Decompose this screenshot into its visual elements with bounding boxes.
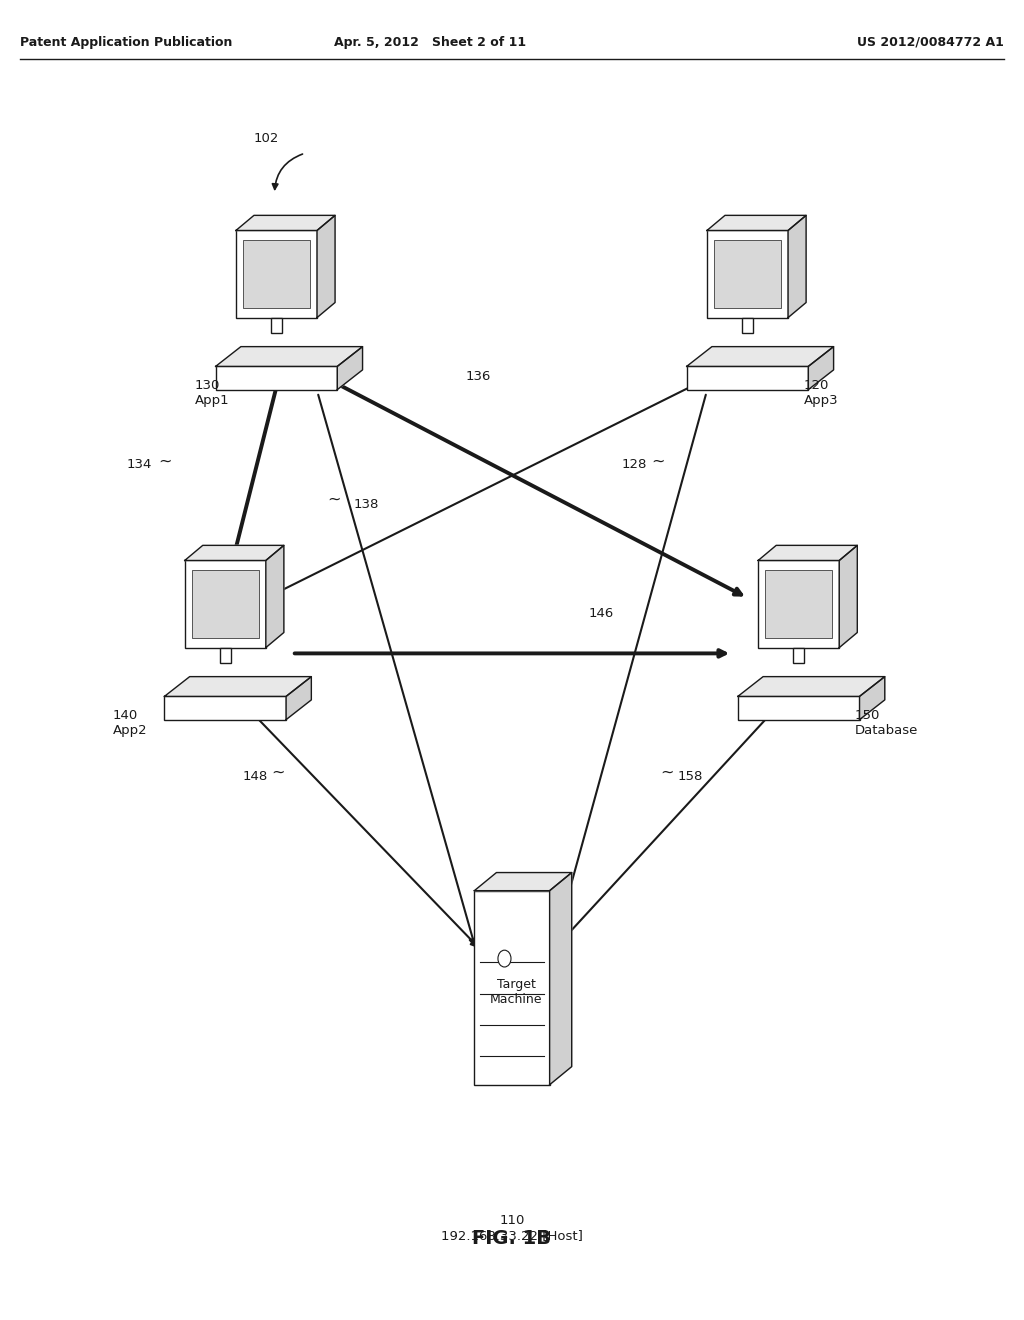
- Bar: [687, 367, 808, 389]
- Bar: [236, 231, 317, 318]
- Text: Apr. 5, 2012   Sheet 2 of 11: Apr. 5, 2012 Sheet 2 of 11: [334, 36, 526, 49]
- Text: 146: 146: [589, 607, 614, 620]
- Text: 140
App2: 140 App2: [113, 709, 147, 737]
- Polygon shape: [337, 347, 362, 389]
- Text: ~: ~: [651, 453, 665, 469]
- Polygon shape: [687, 347, 834, 367]
- Text: 158: 158: [678, 770, 703, 783]
- Text: 138: 138: [353, 498, 379, 511]
- Polygon shape: [738, 677, 885, 697]
- Text: 148: 148: [243, 770, 268, 783]
- Bar: [794, 648, 804, 663]
- Text: ~: ~: [271, 764, 285, 780]
- Bar: [216, 367, 337, 389]
- Polygon shape: [788, 215, 806, 318]
- Bar: [738, 697, 859, 719]
- Polygon shape: [550, 873, 571, 1085]
- Polygon shape: [236, 215, 335, 231]
- Bar: [765, 570, 833, 639]
- Polygon shape: [840, 545, 857, 648]
- Polygon shape: [184, 545, 284, 561]
- Polygon shape: [758, 545, 857, 561]
- Polygon shape: [165, 677, 311, 697]
- Text: 134: 134: [126, 458, 152, 471]
- Text: 150
Database: 150 Database: [855, 709, 919, 737]
- Polygon shape: [286, 677, 311, 719]
- Bar: [271, 318, 282, 333]
- Bar: [742, 318, 753, 333]
- Bar: [191, 570, 259, 639]
- Bar: [758, 561, 840, 648]
- Text: 102: 102: [254, 132, 280, 145]
- Polygon shape: [216, 347, 362, 367]
- Circle shape: [498, 950, 511, 968]
- Bar: [220, 648, 230, 663]
- Text: Target
Machine: Target Machine: [490, 978, 543, 1006]
- Bar: [714, 240, 781, 309]
- Polygon shape: [808, 347, 834, 389]
- Text: US 2012/0084772 A1: US 2012/0084772 A1: [857, 36, 1004, 49]
- Bar: [474, 891, 550, 1085]
- Bar: [243, 240, 310, 309]
- Bar: [707, 231, 788, 318]
- Text: ~: ~: [328, 491, 341, 507]
- Bar: [165, 697, 286, 719]
- Text: 120
App3: 120 App3: [804, 379, 839, 407]
- Bar: [184, 561, 266, 648]
- Text: 130
App1: 130 App1: [195, 379, 229, 407]
- Polygon shape: [859, 677, 885, 719]
- Text: ~: ~: [159, 453, 172, 469]
- Polygon shape: [474, 873, 571, 891]
- Text: 136: 136: [466, 370, 492, 383]
- Text: 110
192.168.33.22 [Host]: 110 192.168.33.22 [Host]: [441, 1214, 583, 1242]
- Text: Patent Application Publication: Patent Application Publication: [20, 36, 232, 49]
- Polygon shape: [266, 545, 284, 648]
- Text: FIG. 1B: FIG. 1B: [472, 1229, 552, 1247]
- Text: ~: ~: [660, 764, 674, 780]
- Polygon shape: [317, 215, 335, 318]
- Text: 128: 128: [622, 458, 647, 471]
- Polygon shape: [707, 215, 806, 231]
